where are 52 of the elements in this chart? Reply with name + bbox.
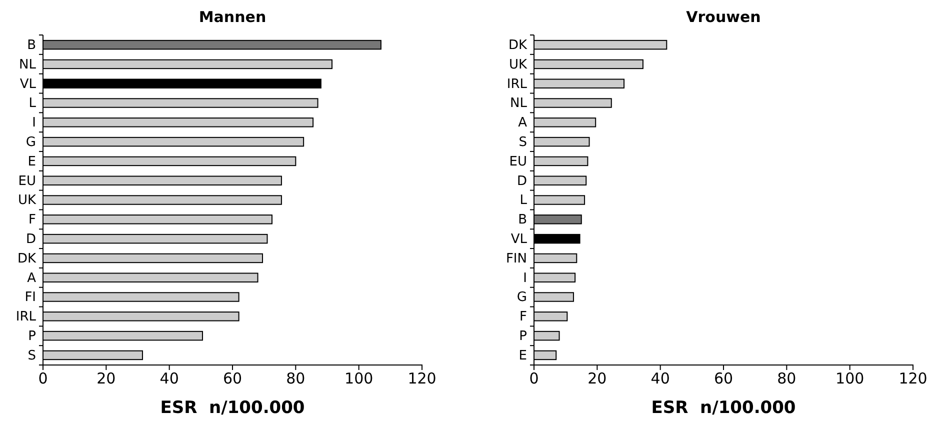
y-tick-label: EU xyxy=(18,174,36,189)
y-tick-label: VL xyxy=(20,76,37,92)
y-tick-label: E xyxy=(518,348,527,364)
y-tick-label: E xyxy=(28,154,36,170)
x-tick-label: 20 xyxy=(588,370,607,388)
y-tick-label: B xyxy=(27,38,36,53)
x-tick-label: 80 xyxy=(286,370,306,388)
x-axis-title: ESR n/100.000 xyxy=(160,398,305,418)
chart-title: Mannen xyxy=(198,8,266,26)
x-tick-label: 80 xyxy=(777,370,796,388)
y-tick-label: UK xyxy=(508,57,528,72)
x-tick-label: 0 xyxy=(38,370,48,388)
x-tick-label: 120 xyxy=(408,370,436,388)
y-tick-label: P xyxy=(28,328,36,344)
y-tick-label: FI xyxy=(24,290,36,306)
y-tick-label: L xyxy=(520,193,528,208)
y-tick-label: I xyxy=(32,116,36,131)
y-tick-label: UK xyxy=(18,193,36,208)
x-axis-title: ESR n/100.000 xyxy=(651,398,796,418)
x-tick-label: 120 xyxy=(898,370,928,388)
y-tick-label: EU xyxy=(509,154,527,170)
x-tick-label: 20 xyxy=(96,370,116,388)
y-tick-label: IRL xyxy=(16,310,37,325)
y-tick-label: VL xyxy=(510,232,528,247)
y-tick-label: DK xyxy=(508,38,528,53)
y-tick-label: P xyxy=(519,328,528,344)
x-tick-label: 100 xyxy=(836,370,864,388)
chart-title: Vrouwen xyxy=(686,8,761,26)
y-tick-label: G xyxy=(516,290,527,306)
y-tick-label: I xyxy=(523,270,527,286)
y-tick-label: FIN xyxy=(506,251,527,266)
y-tick-label: S xyxy=(518,134,527,150)
y-tick-label: NL xyxy=(19,57,37,72)
x-tick-label: 60 xyxy=(714,370,734,388)
y-tick-label: A xyxy=(518,116,528,131)
x-tick-label: 100 xyxy=(344,370,374,388)
y-tick-label: NL xyxy=(510,96,528,112)
x-tick-label: 40 xyxy=(650,370,670,388)
y-tick-label: F xyxy=(28,212,36,228)
x-tick-label: 60 xyxy=(222,370,242,388)
y-tick-label: B xyxy=(518,212,527,228)
x-tick-label: 40 xyxy=(160,370,179,388)
y-tick-label: G xyxy=(26,134,36,150)
y-tick-label: DK xyxy=(17,251,36,266)
y-tick-label: F xyxy=(520,310,527,325)
y-tick-label: D xyxy=(26,232,36,247)
y-tick-label: A xyxy=(27,270,36,286)
y-tick-label: IRL xyxy=(506,76,528,92)
x-tick-label: 0 xyxy=(529,370,539,388)
y-tick-label: D xyxy=(516,174,527,189)
y-tick-label: L xyxy=(28,96,37,112)
y-tick-label: S xyxy=(28,348,36,364)
